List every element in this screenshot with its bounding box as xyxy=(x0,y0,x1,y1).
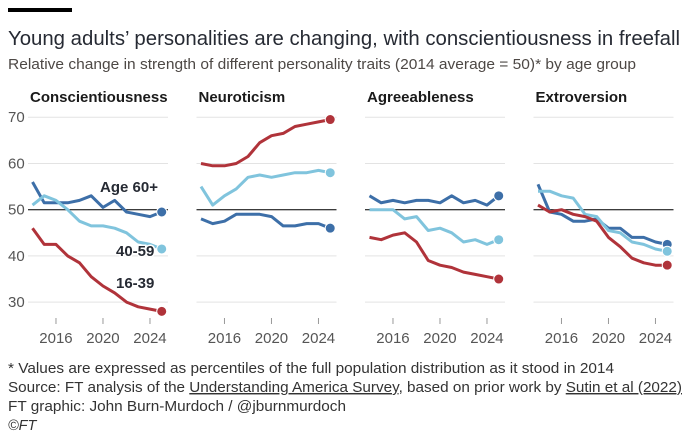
x-tick-label: 2016 xyxy=(39,330,72,347)
plots: Conscientiousness 30 40 50 60 70 2016 2020 2024 A… xyxy=(8,89,674,347)
chart-title: Young adults’ personalities are changing… xyxy=(8,28,680,50)
series-line xyxy=(31,194,163,251)
series-line xyxy=(368,194,500,207)
source-text: , based on prior work by xyxy=(399,380,566,396)
series-line xyxy=(200,118,331,168)
end-dot xyxy=(156,305,168,317)
source: Source: FT analysis of the Understanding… xyxy=(8,380,682,396)
source-link[interactable]: Understanding America Survey xyxy=(189,380,400,396)
source-text: Source: FT analysis of the xyxy=(8,380,189,396)
series-line xyxy=(369,208,500,246)
source-link[interactable]: Sutin et al (2022) xyxy=(566,380,682,396)
x-tick-label: 2024 xyxy=(470,330,503,347)
end-dot xyxy=(661,245,673,257)
credit: FT graphic: John Burn-Murdoch / @jburnmu… xyxy=(8,399,346,415)
series-line xyxy=(31,227,162,313)
series-line xyxy=(538,189,668,253)
end-dot xyxy=(324,114,336,126)
end-dot xyxy=(324,222,336,234)
panel-title: Extroversion xyxy=(536,89,628,106)
series-label: 40-59 xyxy=(116,243,154,260)
end-dot xyxy=(324,167,336,179)
end-dot xyxy=(493,273,505,285)
x-tick-label: 2024 xyxy=(639,330,672,347)
series-line xyxy=(199,168,331,207)
y-tick-label: 40 xyxy=(8,248,25,265)
end-dot xyxy=(661,259,673,271)
panel-title: Conscientiousness xyxy=(30,89,168,106)
x-tick-label: 2020 xyxy=(423,330,456,347)
x-tick-label: 2024 xyxy=(133,330,166,347)
end-dot xyxy=(493,190,505,202)
y-tick-label: 50 xyxy=(8,202,25,219)
series-line xyxy=(200,212,331,230)
end-dot xyxy=(156,206,168,218)
series-label: Age 60+ xyxy=(100,179,158,196)
y-tick-label: 60 xyxy=(8,155,25,172)
end-dot xyxy=(156,243,168,255)
y-tick-label: 30 xyxy=(8,294,25,311)
series-label: 16-39 xyxy=(116,275,154,292)
series-line xyxy=(537,203,668,267)
panel-title: Agreeableness xyxy=(367,89,474,106)
footnote: * Values are expressed as percentiles of… xyxy=(8,361,614,377)
chart-subtitle: Relative change in strength of different… xyxy=(8,56,636,73)
series-line xyxy=(31,181,163,219)
x-tick-label: 2016 xyxy=(208,330,241,347)
series-line xyxy=(369,231,499,281)
x-tick-label: 2020 xyxy=(592,330,625,347)
x-tick-label: 2020 xyxy=(86,330,119,347)
end-dot xyxy=(493,234,505,246)
copyright: ©FT xyxy=(8,418,38,434)
x-tick-label: 2024 xyxy=(302,330,335,347)
x-tick-label: 2020 xyxy=(255,330,288,347)
y-tick-label: 70 xyxy=(8,109,25,126)
panel-title: Neuroticism xyxy=(199,89,286,106)
x-tick-label: 2016 xyxy=(376,330,409,347)
x-tick-label: 2016 xyxy=(545,330,578,347)
brand-bar xyxy=(8,8,72,12)
